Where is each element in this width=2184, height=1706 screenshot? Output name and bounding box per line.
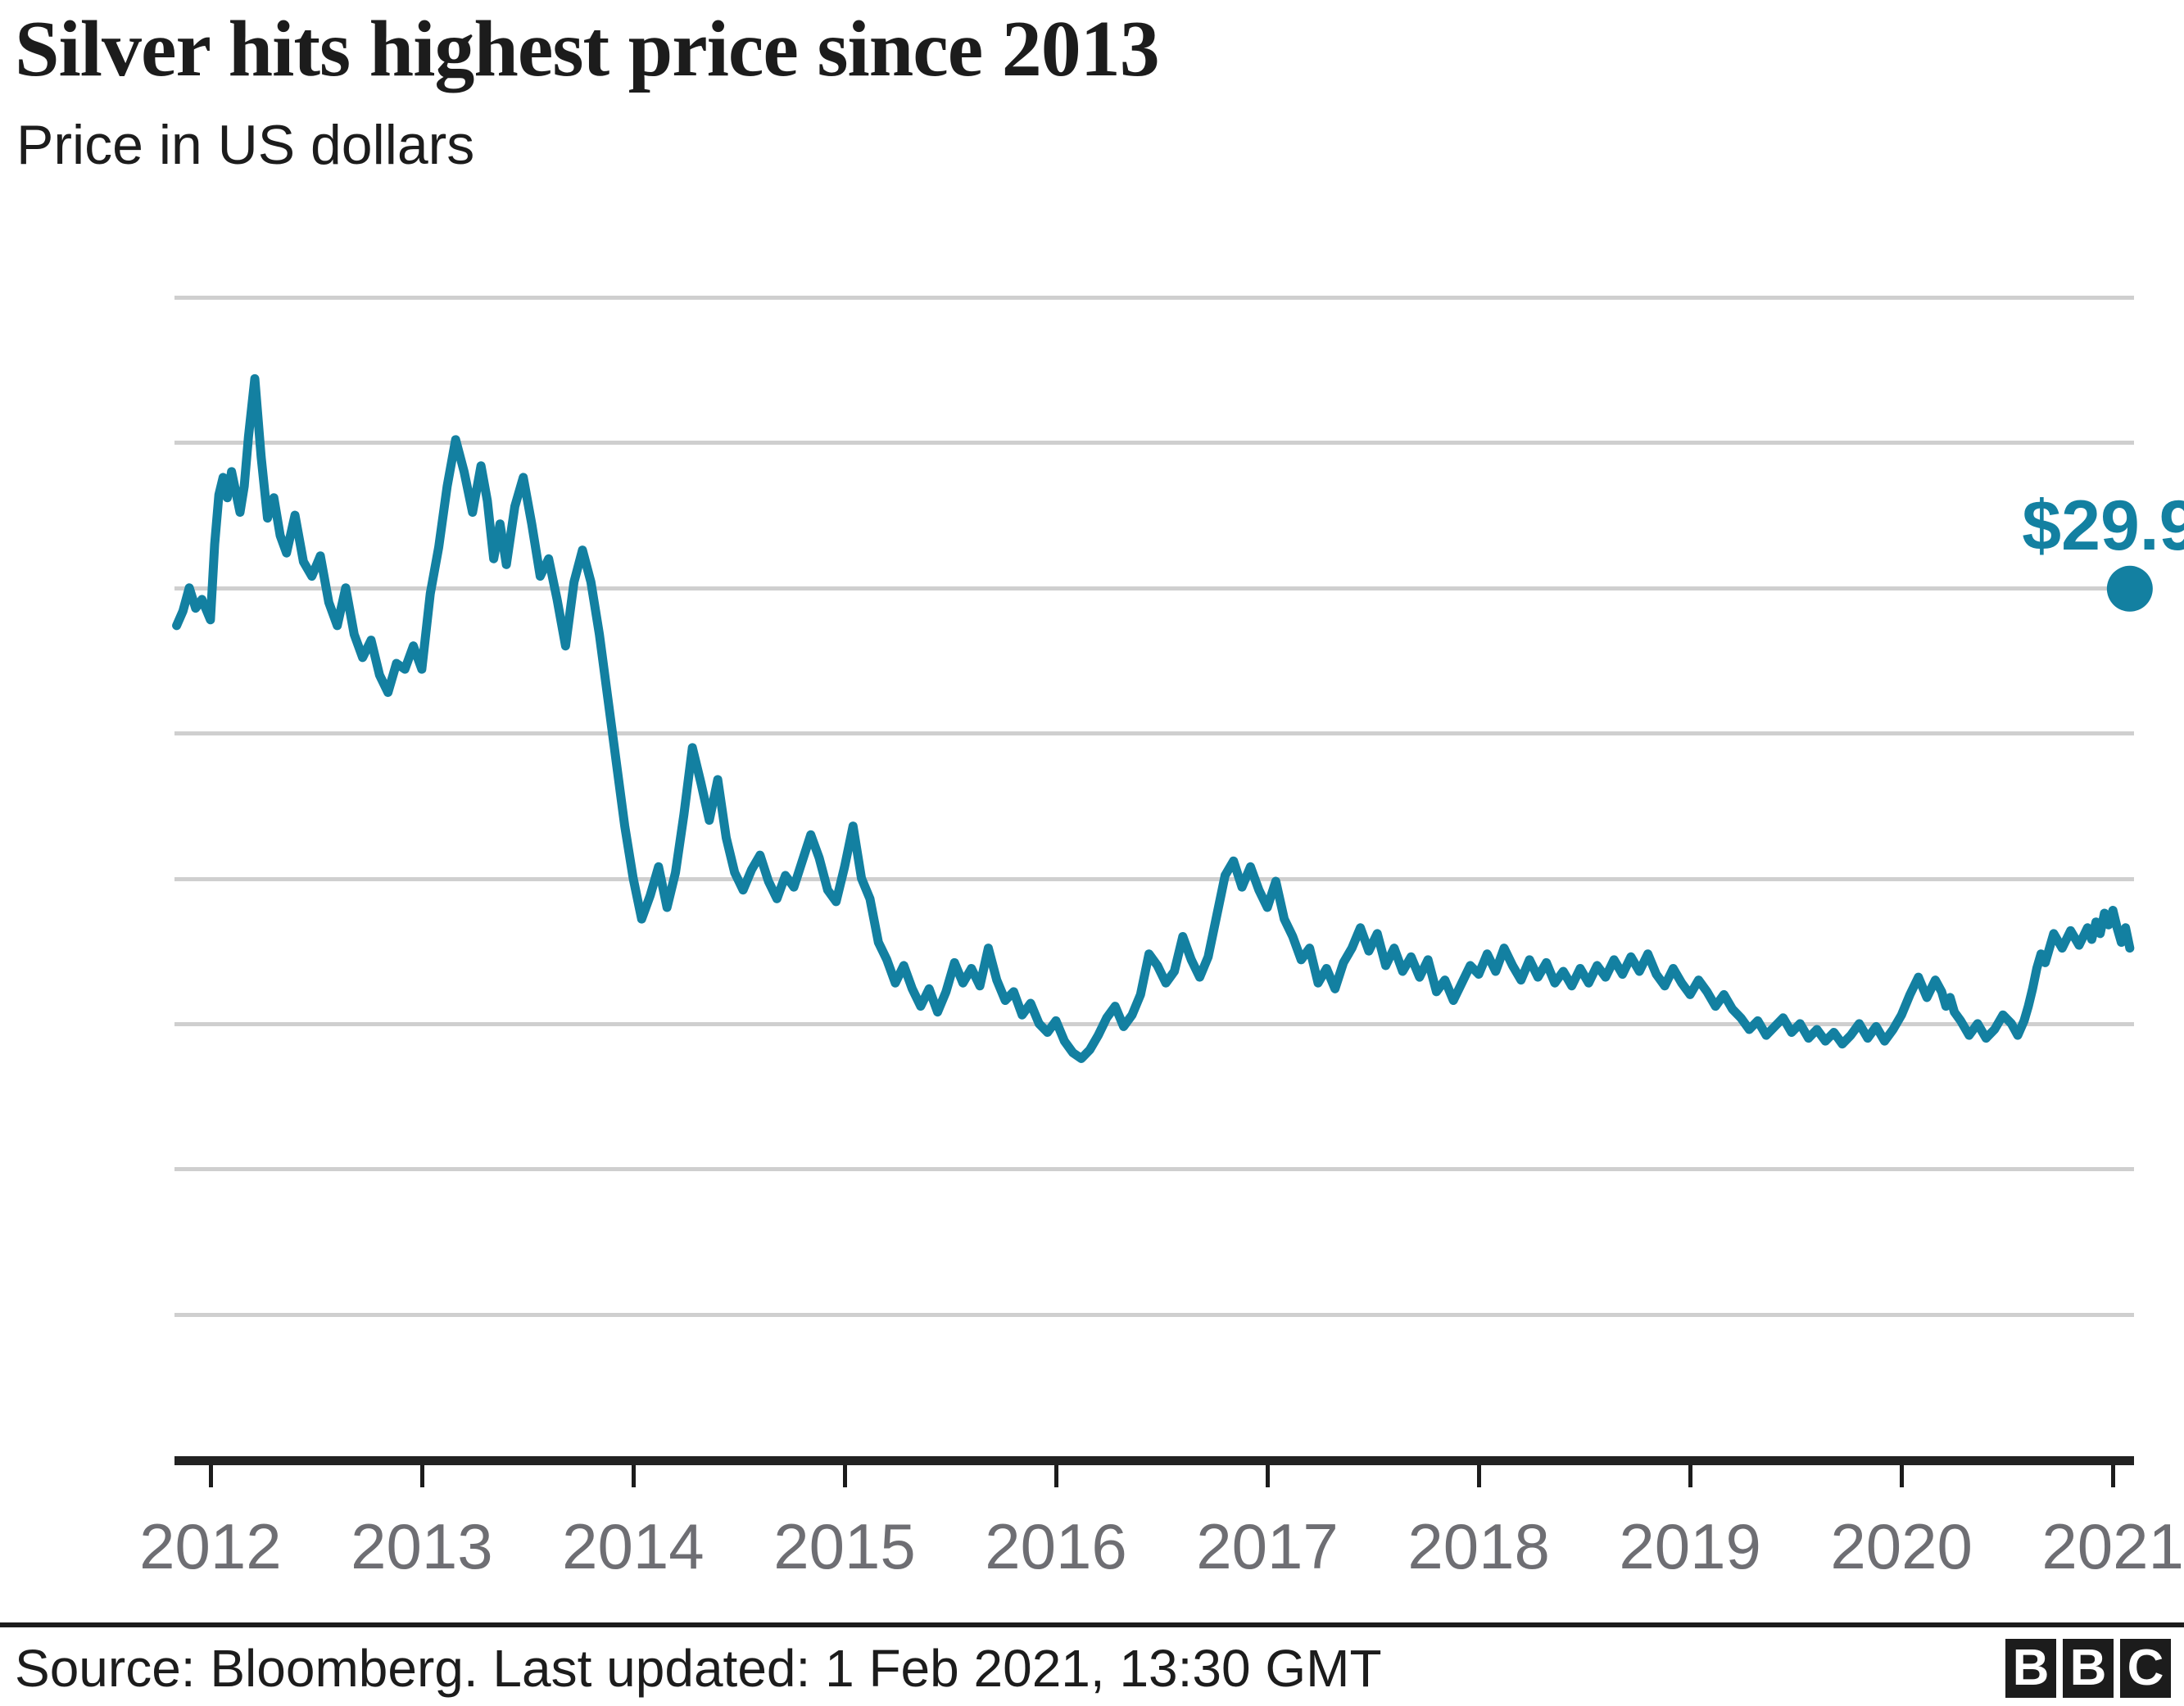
plot-area (174, 296, 2134, 1459)
x-axis-ticks (0, 1465, 2184, 1490)
x-tick-label: 2012 (139, 1510, 282, 1582)
x-tick-label: 2014 (562, 1510, 705, 1582)
footer-divider (0, 1622, 2184, 1627)
x-tick (1054, 1465, 1058, 1487)
end-point-marker (2106, 565, 2153, 612)
x-tick (631, 1465, 636, 1487)
gridline (174, 1021, 2134, 1026)
bbc-logo-block: C (2120, 1639, 2171, 1698)
gridline (174, 731, 2134, 736)
x-tick-label: 2015 (773, 1510, 916, 1582)
gridline (174, 876, 2134, 881)
x-tick-label: 2016 (985, 1510, 1127, 1582)
chart-subtitle: Price in US dollars (16, 114, 475, 176)
x-tick (208, 1465, 213, 1487)
bbc-logo-block: B (2005, 1639, 2056, 1698)
price-line (172, 373, 2135, 1063)
x-tick-label: 2019 (1619, 1510, 1761, 1582)
page-title: Silver hits highest price since 2013 (15, 5, 1160, 93)
gridline (174, 296, 2134, 300)
gridline (174, 1167, 2134, 1172)
x-tick-label: 2020 (1830, 1510, 1973, 1582)
gridline (174, 586, 2134, 591)
x-tick (2111, 1465, 2116, 1487)
bbc-logo-block: B (2063, 1639, 2114, 1698)
x-tick (842, 1465, 847, 1487)
end-value-annotation: $29.97 (2022, 486, 2184, 565)
x-tick-label: 2021 (2041, 1510, 2184, 1582)
x-axis-line (174, 1456, 2134, 1465)
x-tick-label: 2018 (1407, 1510, 1550, 1582)
x-tick (1477, 1465, 1482, 1487)
x-tick (1266, 1465, 1271, 1487)
source-note: Source: Bloomberg. Last updated: 1 Feb 2… (15, 1639, 1382, 1698)
gridline (174, 441, 2134, 446)
gridline (174, 1312, 2134, 1317)
x-tick (419, 1465, 424, 1487)
x-axis: 2012 2013 2014 2015 2016 2017 2018 2019 2020 2021 (0, 1511, 2184, 1601)
x-tick-label: 2013 (351, 1510, 493, 1582)
x-tick (1900, 1465, 1905, 1487)
x-tick (1688, 1465, 1693, 1487)
x-tick-label: 2017 (1196, 1510, 1339, 1582)
